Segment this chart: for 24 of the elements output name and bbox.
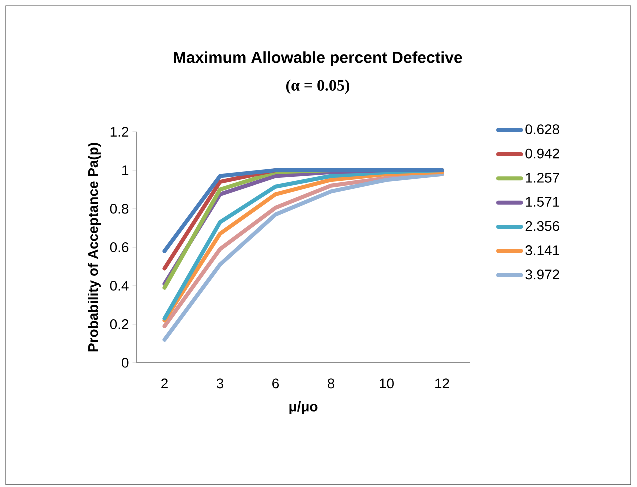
legend-label: 3.972 [526, 270, 560, 280]
x-tick-label: 10 [380, 378, 394, 389]
y-axis-title: Probability of Acceptance Pa(p) [88, 143, 101, 352]
y-tick-label: 0.6 [110, 242, 129, 252]
x-tick-label: 2 [162, 378, 168, 388]
y-tick-label: 0 [122, 358, 129, 368]
chart-subtitle: (α = 0.05) [286, 80, 350, 94]
legend-label: 0.942 [526, 148, 560, 159]
y-tick-label: 1.2 [110, 127, 129, 137]
y-tick-label: 0.2 [110, 320, 129, 330]
x-tick-label: 8 [328, 378, 335, 389]
chart-title: Maximum Allowable percent Defective [174, 52, 462, 66]
y-tick-label: 0.8 [110, 204, 129, 214]
legend-label: 1.571 [526, 197, 560, 208]
y-tick-label: 0.4 [110, 281, 129, 291]
x-tick-label: 3 [216, 378, 224, 389]
x-tick-label: 12 [436, 378, 450, 388]
x-tick-label: 6 [272, 378, 280, 389]
legend-label: 2.356 [526, 221, 560, 232]
legend-label: 0.628 [526, 124, 560, 134]
x-axis-title: μ/μo [290, 401, 318, 414]
y-tick-label: 1 [122, 166, 129, 176]
legend-label: 3.141 [526, 246, 560, 256]
legend-label: 1.257 [526, 173, 560, 183]
